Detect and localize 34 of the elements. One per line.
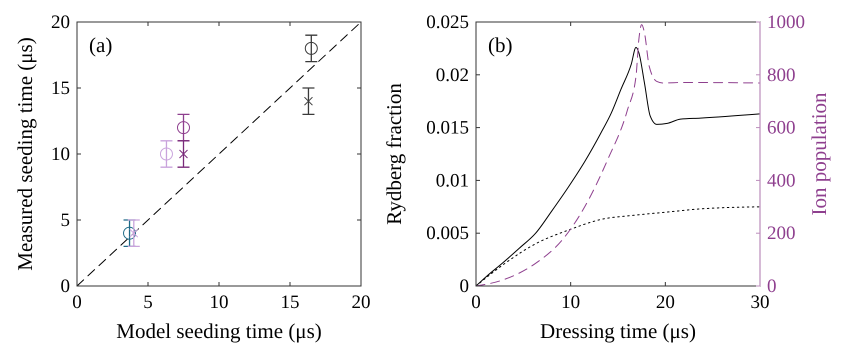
y2-tick-label: 600 bbox=[767, 118, 796, 139]
y2-tick-label: 0 bbox=[767, 276, 776, 297]
x-axis-title: Model seeding time (μs) bbox=[116, 319, 322, 343]
y-axis-title: Rydberg fraction bbox=[382, 82, 406, 225]
y-tick-label: 0.01 bbox=[436, 170, 469, 192]
annotation: (a) bbox=[89, 33, 112, 57]
x-tick-label: 30 bbox=[750, 292, 770, 313]
y-tick-label: 0.005 bbox=[426, 223, 469, 244]
y-tick-label: 5 bbox=[60, 210, 70, 231]
point bbox=[179, 150, 188, 158]
y-tick-label: 15 bbox=[51, 78, 70, 99]
point bbox=[177, 121, 190, 134]
y2-tick-label: 800 bbox=[767, 64, 796, 86]
y-tick-label: 0 bbox=[60, 276, 70, 297]
y-tick-label: 10 bbox=[51, 144, 70, 165]
point bbox=[123, 226, 136, 240]
x-tick-label: 10 bbox=[210, 292, 228, 313]
y-tick-label: 0.015 bbox=[426, 118, 469, 139]
x-tick-label: 20 bbox=[352, 292, 370, 313]
y-tick-label: 0.02 bbox=[436, 64, 469, 86]
y-axis-title: Measured seeding time (μs) bbox=[13, 37, 37, 271]
x-tick-label: 10 bbox=[561, 292, 580, 313]
x-tick-label: 15 bbox=[280, 292, 300, 313]
y-tick-label: 0 bbox=[460, 276, 469, 297]
x-tick-label: 5 bbox=[143, 292, 153, 313]
y2-tick-label: 400 bbox=[767, 170, 796, 192]
y-tick-label: 0.025 bbox=[426, 12, 469, 33]
x-axis-title: Dressing time (μs) bbox=[540, 319, 696, 343]
y-tick-label: 20 bbox=[51, 12, 70, 33]
y2-axis-title: Ion population bbox=[807, 92, 831, 216]
y2-tick-label: 1000 bbox=[767, 12, 805, 33]
annotation: (b) bbox=[488, 33, 512, 57]
x-tick-label: 20 bbox=[656, 292, 675, 313]
y2-tick-label: 200 bbox=[767, 223, 796, 244]
